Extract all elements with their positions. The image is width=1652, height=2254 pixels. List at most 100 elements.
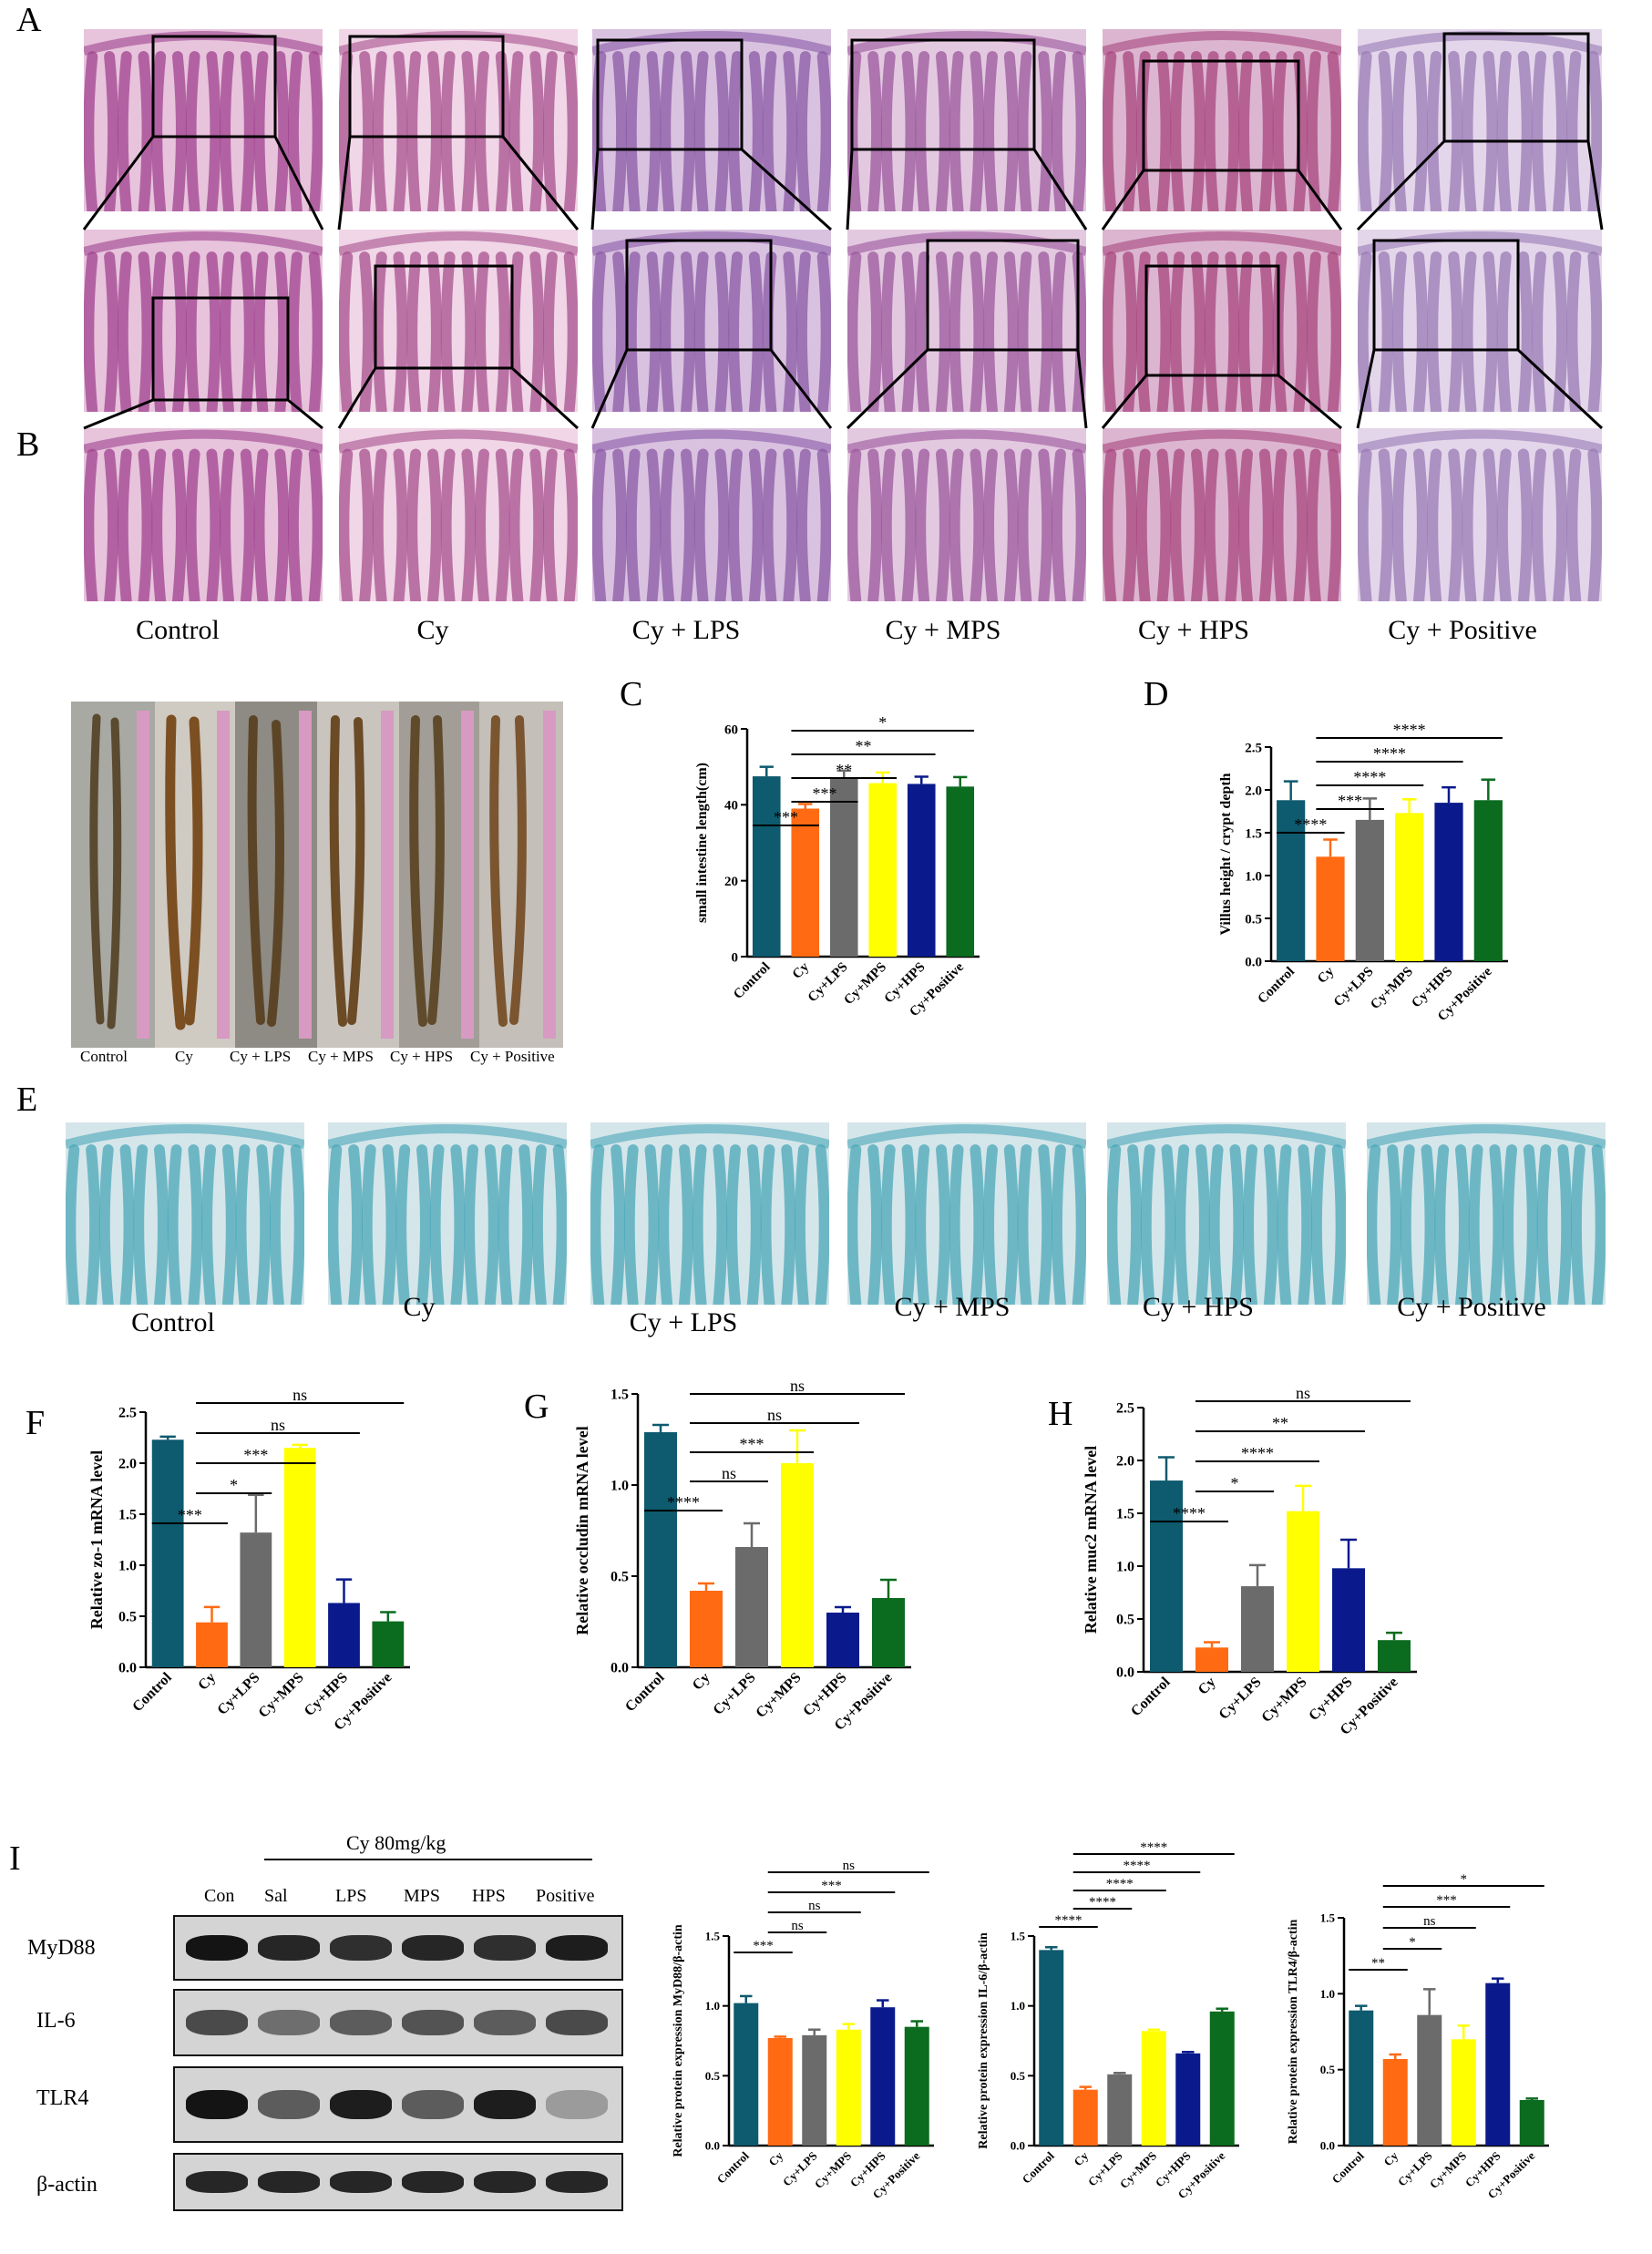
bar-Cy+MPS — [1141, 2031, 1166, 2146]
significance-label: **** — [1140, 1840, 1167, 1855]
y-tick-label: 1.5 — [611, 1388, 629, 1403]
significance-label: *** — [740, 1435, 764, 1453]
protein-label-myd88: MyD88 — [27, 1936, 96, 1960]
blot-band — [258, 2090, 320, 2119]
blot-band — [330, 2010, 392, 2035]
significance-label: **** — [1393, 721, 1426, 739]
y-tick-label: 1.5 — [705, 1930, 721, 1943]
protein-label-tlr4: TLR4 — [36, 2086, 89, 2110]
significance-label: ns — [1296, 1384, 1310, 1402]
bar-Cy+LPS — [1107, 2074, 1133, 2146]
bar-Cy+HPS — [826, 1613, 859, 1667]
y-tick-label: 2.0 — [118, 1457, 137, 1472]
y-tick-label: 0.5 — [1011, 2069, 1026, 2083]
bar-Cy+HPS — [1332, 1568, 1365, 1672]
y-tick-label: 2.5 — [118, 1406, 137, 1421]
y-tick-label: 0.0 — [1320, 2139, 1335, 2153]
histology-bottom-3 — [847, 428, 1086, 601]
staining-0 — [66, 1122, 304, 1305]
x-tick-label: Control — [714, 2148, 752, 2186]
bar-Cy — [1316, 856, 1345, 961]
blot-header-line — [264, 1859, 592, 1860]
panel-e-label-cy-mps: Cy + MPS — [894, 1292, 1011, 1322]
panel-e-label-control: Control — [131, 1307, 215, 1337]
y-axis-label: Relative protein expression MyD88/β-acti… — [672, 1924, 685, 2157]
significance-label: ** — [1272, 1414, 1288, 1432]
bar-Cy+MPS — [283, 1448, 316, 1667]
blot-band — [546, 2171, 608, 2193]
blot-band — [258, 2171, 320, 2193]
blot-band — [546, 2090, 608, 2119]
significance-label: ns — [271, 1416, 285, 1434]
significance-label: **** — [667, 1493, 700, 1511]
x-tick-label: Control — [1020, 2148, 1057, 2186]
significance-label: ** — [836, 761, 852, 779]
lane-label-lps: LPS — [335, 1886, 367, 1906]
protein-label-il6: IL-6 — [36, 2009, 76, 2033]
y-tick-label: 0.0 — [118, 1661, 137, 1676]
blot-myd88 — [173, 1915, 623, 1981]
bar-Cy+MPS — [781, 1463, 814, 1667]
blot-band — [474, 2171, 536, 2193]
blot-lane-labels: Con Sal LPS MPS HPS Positive — [171, 1886, 627, 1913]
significance-label: *** — [1436, 1893, 1457, 1908]
bar-Control — [1039, 1950, 1064, 2146]
bar-Cy+Positive — [1473, 800, 1503, 961]
x-tick-label: Control — [1329, 2148, 1367, 2186]
panel-a-label-cy-mps: Cy + MPS — [885, 615, 1001, 645]
panel-b-label-cy-lps: Cy + LPS — [230, 1048, 292, 1065]
significance-label: ** — [856, 737, 872, 755]
significance-label: **** — [1173, 1504, 1206, 1522]
blot-band — [546, 1935, 608, 1961]
significance-label: ns — [790, 1377, 805, 1395]
protein-label-actin: β-actin — [36, 2173, 97, 2197]
histology-mid-3 — [847, 230, 1086, 412]
y-tick-label: 0.5 — [611, 1570, 629, 1585]
histology-mid-2 — [592, 230, 831, 412]
bar-Cy+LPS — [802, 2034, 827, 2146]
y-tick-label: 0 — [732, 950, 739, 965]
chart-i-tlr4: 0.0 0.5 1.0 1.5 Relative protein expression … — [1287, 1872, 1549, 2201]
panel-e-label-cy-lps: Cy + LPS — [629, 1307, 738, 1337]
histology-bottom-1 — [339, 428, 578, 601]
bar-Cy+LPS — [735, 1547, 768, 1667]
significance-label: *** — [813, 784, 837, 803]
bar-Cy+MPS — [1287, 1511, 1319, 1672]
blot-band — [330, 1935, 392, 1961]
histology-bottom-5 — [1358, 428, 1602, 601]
chart-g-occludin: 0.0 0.5 1.0 1.5 Relative occludin mRNA level… — [573, 1377, 911, 1734]
significance-label: **** — [1124, 1859, 1151, 1873]
x-tick-label: Cy+MPS — [753, 1670, 804, 1721]
panel-b-label-cy: Cy — [175, 1048, 193, 1065]
y-tick-label: 0.5 — [705, 2069, 721, 2083]
lane-label-sal: Sal — [264, 1886, 288, 1906]
y-tick-label: 1.5 — [1011, 1930, 1026, 1943]
x-tick-label: Control — [129, 1669, 175, 1715]
y-axis-label: Villus height / crypt depth — [1218, 773, 1234, 935]
significance-label: * — [1409, 1935, 1416, 1950]
bar-Cy+HPS — [1434, 803, 1463, 961]
histology-bottom-0 — [84, 428, 323, 601]
blot-band — [186, 1935, 248, 1961]
bar-Cy+LPS — [829, 778, 858, 957]
blot-band — [186, 2171, 248, 2193]
y-tick-label: 0.0 — [611, 1661, 629, 1676]
x-tick-label: Cy — [195, 1670, 219, 1694]
y-axis-label: Relative zo-1 mRNA level — [87, 1450, 106, 1629]
significance-label: ns — [722, 1464, 736, 1482]
x-tick-label: Cy+MPS — [1427, 2149, 1469, 2191]
panel-a-label-cy: Cy — [416, 615, 449, 645]
significance-label: * — [1461, 1872, 1468, 1887]
lane-label-hps: HPS — [472, 1886, 506, 1906]
significance-label: ns — [292, 1386, 307, 1404]
panel-label-f: F — [26, 1404, 46, 1442]
panel-b-labels: Control Cy Cy + LPS Cy + MPS Cy + HPS Cy… — [73, 1048, 565, 1075]
y-axis-label: Relative protein expression IL-6/β-actin — [977, 1932, 990, 2149]
lane-label-mps: MPS — [404, 1886, 441, 1906]
bar-Cy+LPS — [1417, 2014, 1442, 2146]
significance-label: ns — [843, 1859, 856, 1873]
y-tick-label: 1.0 — [611, 1479, 629, 1494]
blot-il6 — [173, 1989, 623, 2056]
bar-Cy+HPS — [1485, 1982, 1511, 2146]
bar-Cy — [1072, 2089, 1098, 2146]
